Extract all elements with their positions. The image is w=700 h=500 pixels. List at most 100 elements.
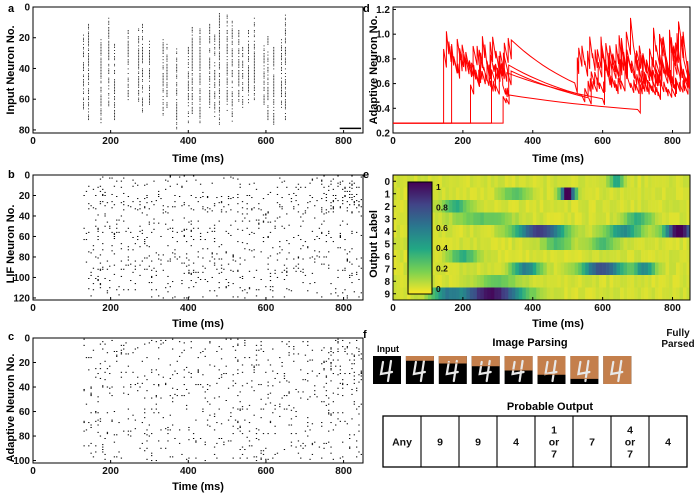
panel-b-spike <box>141 229 144 231</box>
panel-a-spike <box>226 33 228 35</box>
panel-e-cell <box>445 225 450 238</box>
panel-e-cell <box>501 250 506 263</box>
panel-c-spike <box>248 357 251 359</box>
panel-e-cell <box>602 237 607 251</box>
panel-b-spike <box>351 263 353 265</box>
panel-a-spike <box>191 86 193 88</box>
panel-e-cell <box>623 237 628 251</box>
panel-a-spike <box>218 26 220 28</box>
panel-c-spike <box>97 419 99 421</box>
panel-e-cell <box>662 212 666 226</box>
panel-a-spike <box>267 70 269 71</box>
panel-c-spike <box>358 354 360 356</box>
panel-e-xtick-label: 400 <box>524 303 541 314</box>
panel-c-spike <box>111 395 113 397</box>
panel-e-cell <box>448 175 453 188</box>
panel-e-cell <box>550 175 555 188</box>
panel-b-spike <box>183 202 185 204</box>
panel-a-spike <box>138 56 140 58</box>
panel-e-cell <box>672 175 677 188</box>
panel-b-spike <box>246 292 248 294</box>
panel-a-spike <box>88 68 90 70</box>
panel-b-spike <box>267 193 269 195</box>
panel-d-series-trace-5 <box>393 75 690 124</box>
panel-a-spike <box>138 91 140 93</box>
panel-a-spike <box>242 62 244 64</box>
panel-a-spike <box>127 99 129 101</box>
panel-b-spike <box>165 188 167 190</box>
panel-c-spike <box>83 430 85 432</box>
panel-b-spike <box>248 249 251 251</box>
panel-a-spike <box>267 89 269 91</box>
panel-a-spike <box>263 94 265 96</box>
panel-b-spike <box>162 212 164 214</box>
panel-a-spike <box>166 60 168 62</box>
panel-c-spike <box>190 347 192 349</box>
panel-b-xlabel: Time (ms) <box>172 318 224 330</box>
panel-b-spike <box>83 227 85 229</box>
panel-e-cell <box>536 175 541 188</box>
panel-a-spike <box>83 79 84 81</box>
panel-e-cell <box>669 212 673 226</box>
panel-a-spike <box>238 30 240 31</box>
panel-b-spike <box>169 227 171 229</box>
panel-e-cell <box>571 287 575 301</box>
panel-b-spike <box>153 222 155 224</box>
panel-c-spike <box>234 349 237 351</box>
panel-c-spike <box>176 360 178 362</box>
panel-e-cell <box>508 225 513 238</box>
panel-a-spike <box>226 51 228 53</box>
panel-b-spike <box>185 297 188 299</box>
panel-a-spike <box>226 36 228 38</box>
panel-e-cell <box>483 237 488 251</box>
panel-c-spike <box>241 453 244 455</box>
panel-a-spike <box>83 106 84 108</box>
panel-b-spike <box>356 273 358 275</box>
panel-e-cell <box>634 275 638 288</box>
panel-c-spike <box>297 452 300 454</box>
panel-b-spike <box>144 257 146 259</box>
panel-c-xtick-label: 0 <box>30 466 36 477</box>
panel-a-spike <box>199 43 201 45</box>
panel-e-cell <box>658 187 663 201</box>
panel-a-spike <box>88 116 90 117</box>
panel-b-spike <box>351 183 353 185</box>
panel-a-spike <box>267 57 269 59</box>
panel-a-spike <box>248 33 249 35</box>
panel-c-spike <box>206 388 209 390</box>
panel-b-spike <box>300 216 302 218</box>
panel-a-spike <box>149 77 150 79</box>
panel-e-cell <box>487 275 492 288</box>
panel-a-spike <box>108 43 110 45</box>
panel-b-spike <box>346 190 348 192</box>
panel-a-spike <box>166 93 168 94</box>
panel-e-cell <box>616 275 621 288</box>
panel-c-spike <box>346 353 348 355</box>
panel-c-spike <box>342 382 344 384</box>
panel-a-spike <box>108 17 110 19</box>
panel-a-spike <box>231 76 233 78</box>
panel-a-spike <box>281 94 282 96</box>
panel-a-spike <box>88 103 90 105</box>
panel-a-spike <box>187 94 189 96</box>
panel-a-spike <box>238 79 240 81</box>
panel-b-spike <box>144 184 146 186</box>
panel-e-cell <box>480 287 485 301</box>
panel-e-cell <box>686 237 691 251</box>
panel-e-cell <box>543 187 548 201</box>
panel-c-spike <box>325 442 328 444</box>
panel-b-spike <box>144 243 146 245</box>
panel-c-spike <box>127 353 130 355</box>
panel-b-spike <box>314 282 316 284</box>
panel-c-spike <box>223 441 225 443</box>
panel-a-spike <box>191 42 193 44</box>
panel-a-spike <box>142 80 143 82</box>
panel-b-spike <box>279 241 281 243</box>
panel-b-ylabel: LIF Neuron No. <box>5 205 17 284</box>
panel-a-spike <box>231 105 233 107</box>
panel-a-spike <box>263 76 265 78</box>
panel-a-spike <box>226 25 228 27</box>
panel-e-cell <box>588 237 593 251</box>
panel-c-spike <box>167 429 169 431</box>
panel-c-spike <box>106 431 109 433</box>
